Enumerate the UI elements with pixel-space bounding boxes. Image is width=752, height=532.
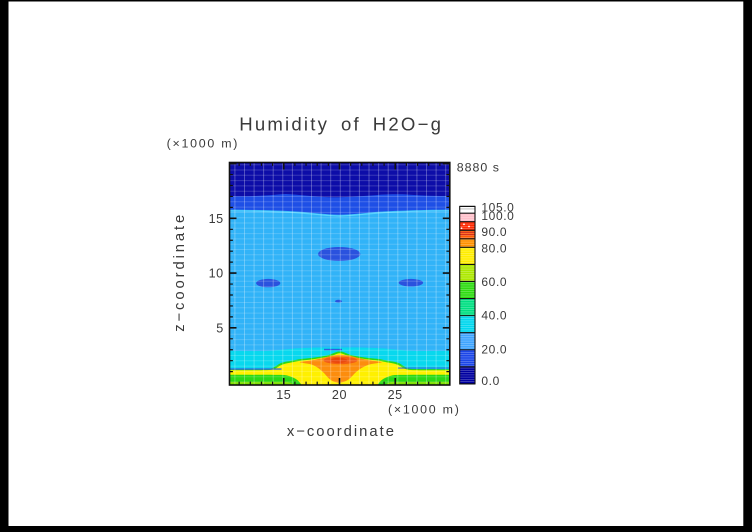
svg-text:15: 15 bbox=[209, 212, 224, 226]
svg-text:25: 25 bbox=[388, 388, 403, 402]
svg-text:90.0: 90.0 bbox=[481, 225, 507, 239]
svg-text:20: 20 bbox=[332, 388, 347, 402]
svg-text:z−coordinate: z−coordinate bbox=[172, 212, 188, 332]
svg-text:60.0: 60.0 bbox=[481, 275, 507, 289]
svg-text:20.0: 20.0 bbox=[481, 343, 507, 357]
svg-text:100.0: 100.0 bbox=[481, 209, 514, 223]
svg-text:(×1000 m): (×1000 m) bbox=[167, 137, 240, 151]
svg-text:x−coordinate: x−coordinate bbox=[287, 424, 396, 440]
svg-text:80.0: 80.0 bbox=[481, 242, 507, 256]
svg-text:Humidity of H2O−g: Humidity of H2O−g bbox=[239, 113, 443, 134]
svg-text:40.0: 40.0 bbox=[481, 309, 507, 323]
svg-text:15: 15 bbox=[276, 388, 291, 402]
svg-text:0.0: 0.0 bbox=[481, 374, 499, 388]
svg-text:8880 s: 8880 s bbox=[457, 161, 500, 175]
svg-text:(×1000 m): (×1000 m) bbox=[388, 402, 461, 416]
svg-text:5: 5 bbox=[216, 321, 224, 335]
svg-text:10: 10 bbox=[209, 267, 224, 281]
svg-text:105.0: 105.0 bbox=[481, 201, 514, 215]
